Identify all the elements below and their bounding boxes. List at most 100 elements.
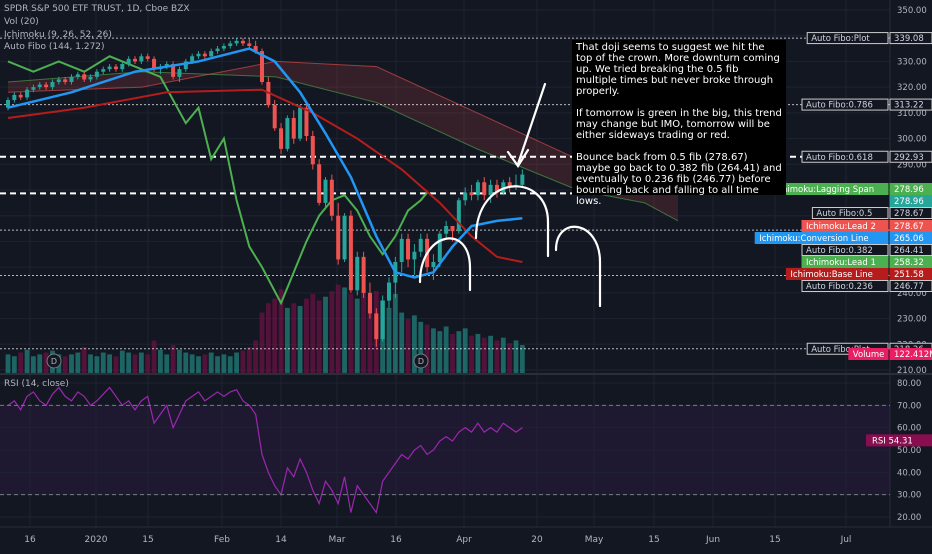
- volume-bar: [138, 352, 144, 373]
- candle-body: [196, 53, 201, 57]
- x-tick-label: 15: [142, 535, 153, 545]
- price-label-value: 278.67: [894, 209, 924, 219]
- x-tick-label: 20: [531, 535, 543, 545]
- candle-body: [323, 179, 328, 203]
- x-tick-label: 16: [390, 535, 402, 545]
- price-label-value-box: [889, 256, 932, 268]
- candle-body: [215, 48, 220, 52]
- rsi-legend[interactable]: RSI (14, close): [4, 379, 69, 389]
- volume-bar: [361, 289, 366, 373]
- candle-body: [450, 226, 455, 232]
- volume-bar: [158, 349, 163, 373]
- annotation-paragraph: Bounce back from 0.5 fib (278.67) maybe …: [576, 152, 782, 207]
- vol-legend[interactable]: Vol (20): [4, 17, 39, 27]
- volume-bar: [367, 296, 373, 373]
- fib-label-value-box: [889, 150, 932, 163]
- volume-bar: [119, 350, 125, 373]
- price-label-box: [801, 280, 889, 292]
- volume-bar: [488, 335, 493, 373]
- candle-body: [380, 300, 385, 340]
- candle-body: [145, 56, 150, 59]
- candle-body: [31, 87, 36, 90]
- volume-bar: [437, 331, 443, 373]
- candle-body: [336, 215, 341, 260]
- volume-bar: [100, 352, 106, 373]
- rsi-last-label-box: [866, 434, 932, 447]
- volume-bar: [304, 298, 309, 373]
- candle-body: [279, 128, 284, 149]
- price-label-text: Auto Fibo:0.236: [806, 282, 873, 292]
- candle-body: [56, 79, 61, 82]
- lagging-span-line: [7, 55, 428, 306]
- price-label-value: 122.412M: [894, 350, 932, 360]
- price-label-box: [848, 348, 889, 360]
- volume-bar: [221, 354, 227, 373]
- base-line: [7, 88, 523, 263]
- volume-bar: [310, 293, 316, 373]
- candle-body: [164, 64, 169, 67]
- volume-bar: [297, 306, 303, 373]
- candle-body: [126, 58, 131, 64]
- y-tick-label: 60.00: [897, 424, 921, 434]
- annotation-note[interactable]: That doji seems to suggest we hit the to…: [572, 40, 786, 207]
- volume-bar: [107, 354, 112, 373]
- x-tick-label: 2020: [85, 535, 108, 545]
- candle-body: [329, 179, 334, 216]
- symbol-legend[interactable]: SPDR S&P 500 ETF TRUST, 1D, Cboe BZX: [4, 4, 190, 14]
- dividend-marker: [46, 353, 62, 369]
- candle-body: [44, 84, 49, 88]
- candle-body: [234, 40, 239, 44]
- x-tick-label: 15: [648, 535, 659, 545]
- y-tick-label: 320.00: [897, 83, 927, 93]
- candle-body: [133, 58, 137, 62]
- candle-body: [12, 94, 17, 100]
- candle-body: [374, 313, 379, 340]
- volume-bar: [81, 346, 87, 373]
- candle-body: [139, 56, 144, 62]
- y-tick-label: 70.00: [897, 401, 921, 411]
- candle-body: [190, 56, 195, 62]
- candle-body: [507, 182, 512, 188]
- volume-bar: [291, 303, 297, 373]
- fib-label-box: [806, 32, 889, 45]
- candle-body: [431, 262, 436, 268]
- y-tick-label: 350.00: [897, 6, 927, 16]
- y-tick-label: 80.00: [897, 379, 921, 389]
- volume-bar: [202, 354, 208, 373]
- candle-body: [475, 182, 480, 196]
- dividend-marker-label: D: [418, 357, 424, 366]
- volume-bar: [399, 312, 405, 373]
- volume-bar: [500, 337, 506, 373]
- candle-body: [444, 226, 449, 234]
- candle-body: [228, 43, 233, 46]
- dividend-marker-label: D: [51, 357, 57, 366]
- price-label-box: [801, 220, 889, 232]
- candle-body: [50, 82, 55, 88]
- candle-body: [387, 282, 391, 301]
- x-tick-label: 15: [769, 535, 780, 545]
- volume-bar: [456, 331, 462, 373]
- y-tick-label: 50.00: [897, 446, 921, 456]
- drawn-arrow-head: [506, 148, 530, 168]
- x-tick-label: 14: [275, 535, 287, 545]
- candle-body: [291, 118, 296, 139]
- volume-bar: [113, 356, 119, 373]
- price-label-value: 278.96: [894, 185, 924, 195]
- candle-body: [412, 251, 417, 260]
- y-tick-label: 40.00: [897, 468, 921, 478]
- volume-bar: [196, 356, 201, 373]
- price-label-value-box: [889, 244, 932, 256]
- volume-bar: [392, 293, 398, 373]
- candle-body: [25, 89, 30, 98]
- autofibo-legend[interactable]: Auto Fibo (144, 1.272): [4, 42, 105, 52]
- volume-bar: [329, 291, 335, 373]
- x-tick-label: Jul: [840, 535, 852, 545]
- drawn-arch: [474, 185, 550, 258]
- volume-bar: [431, 328, 436, 373]
- volume-bar: [405, 319, 411, 373]
- price-label-value: 265.06: [894, 234, 924, 244]
- ichimoku-legend[interactable]: Ichimoku (9, 26, 52, 26): [4, 30, 112, 40]
- price-label-text: Ichimoku:Lagging Span: [775, 185, 874, 195]
- candle-body: [82, 74, 87, 80]
- y-tick-label: 30.00: [897, 491, 921, 501]
